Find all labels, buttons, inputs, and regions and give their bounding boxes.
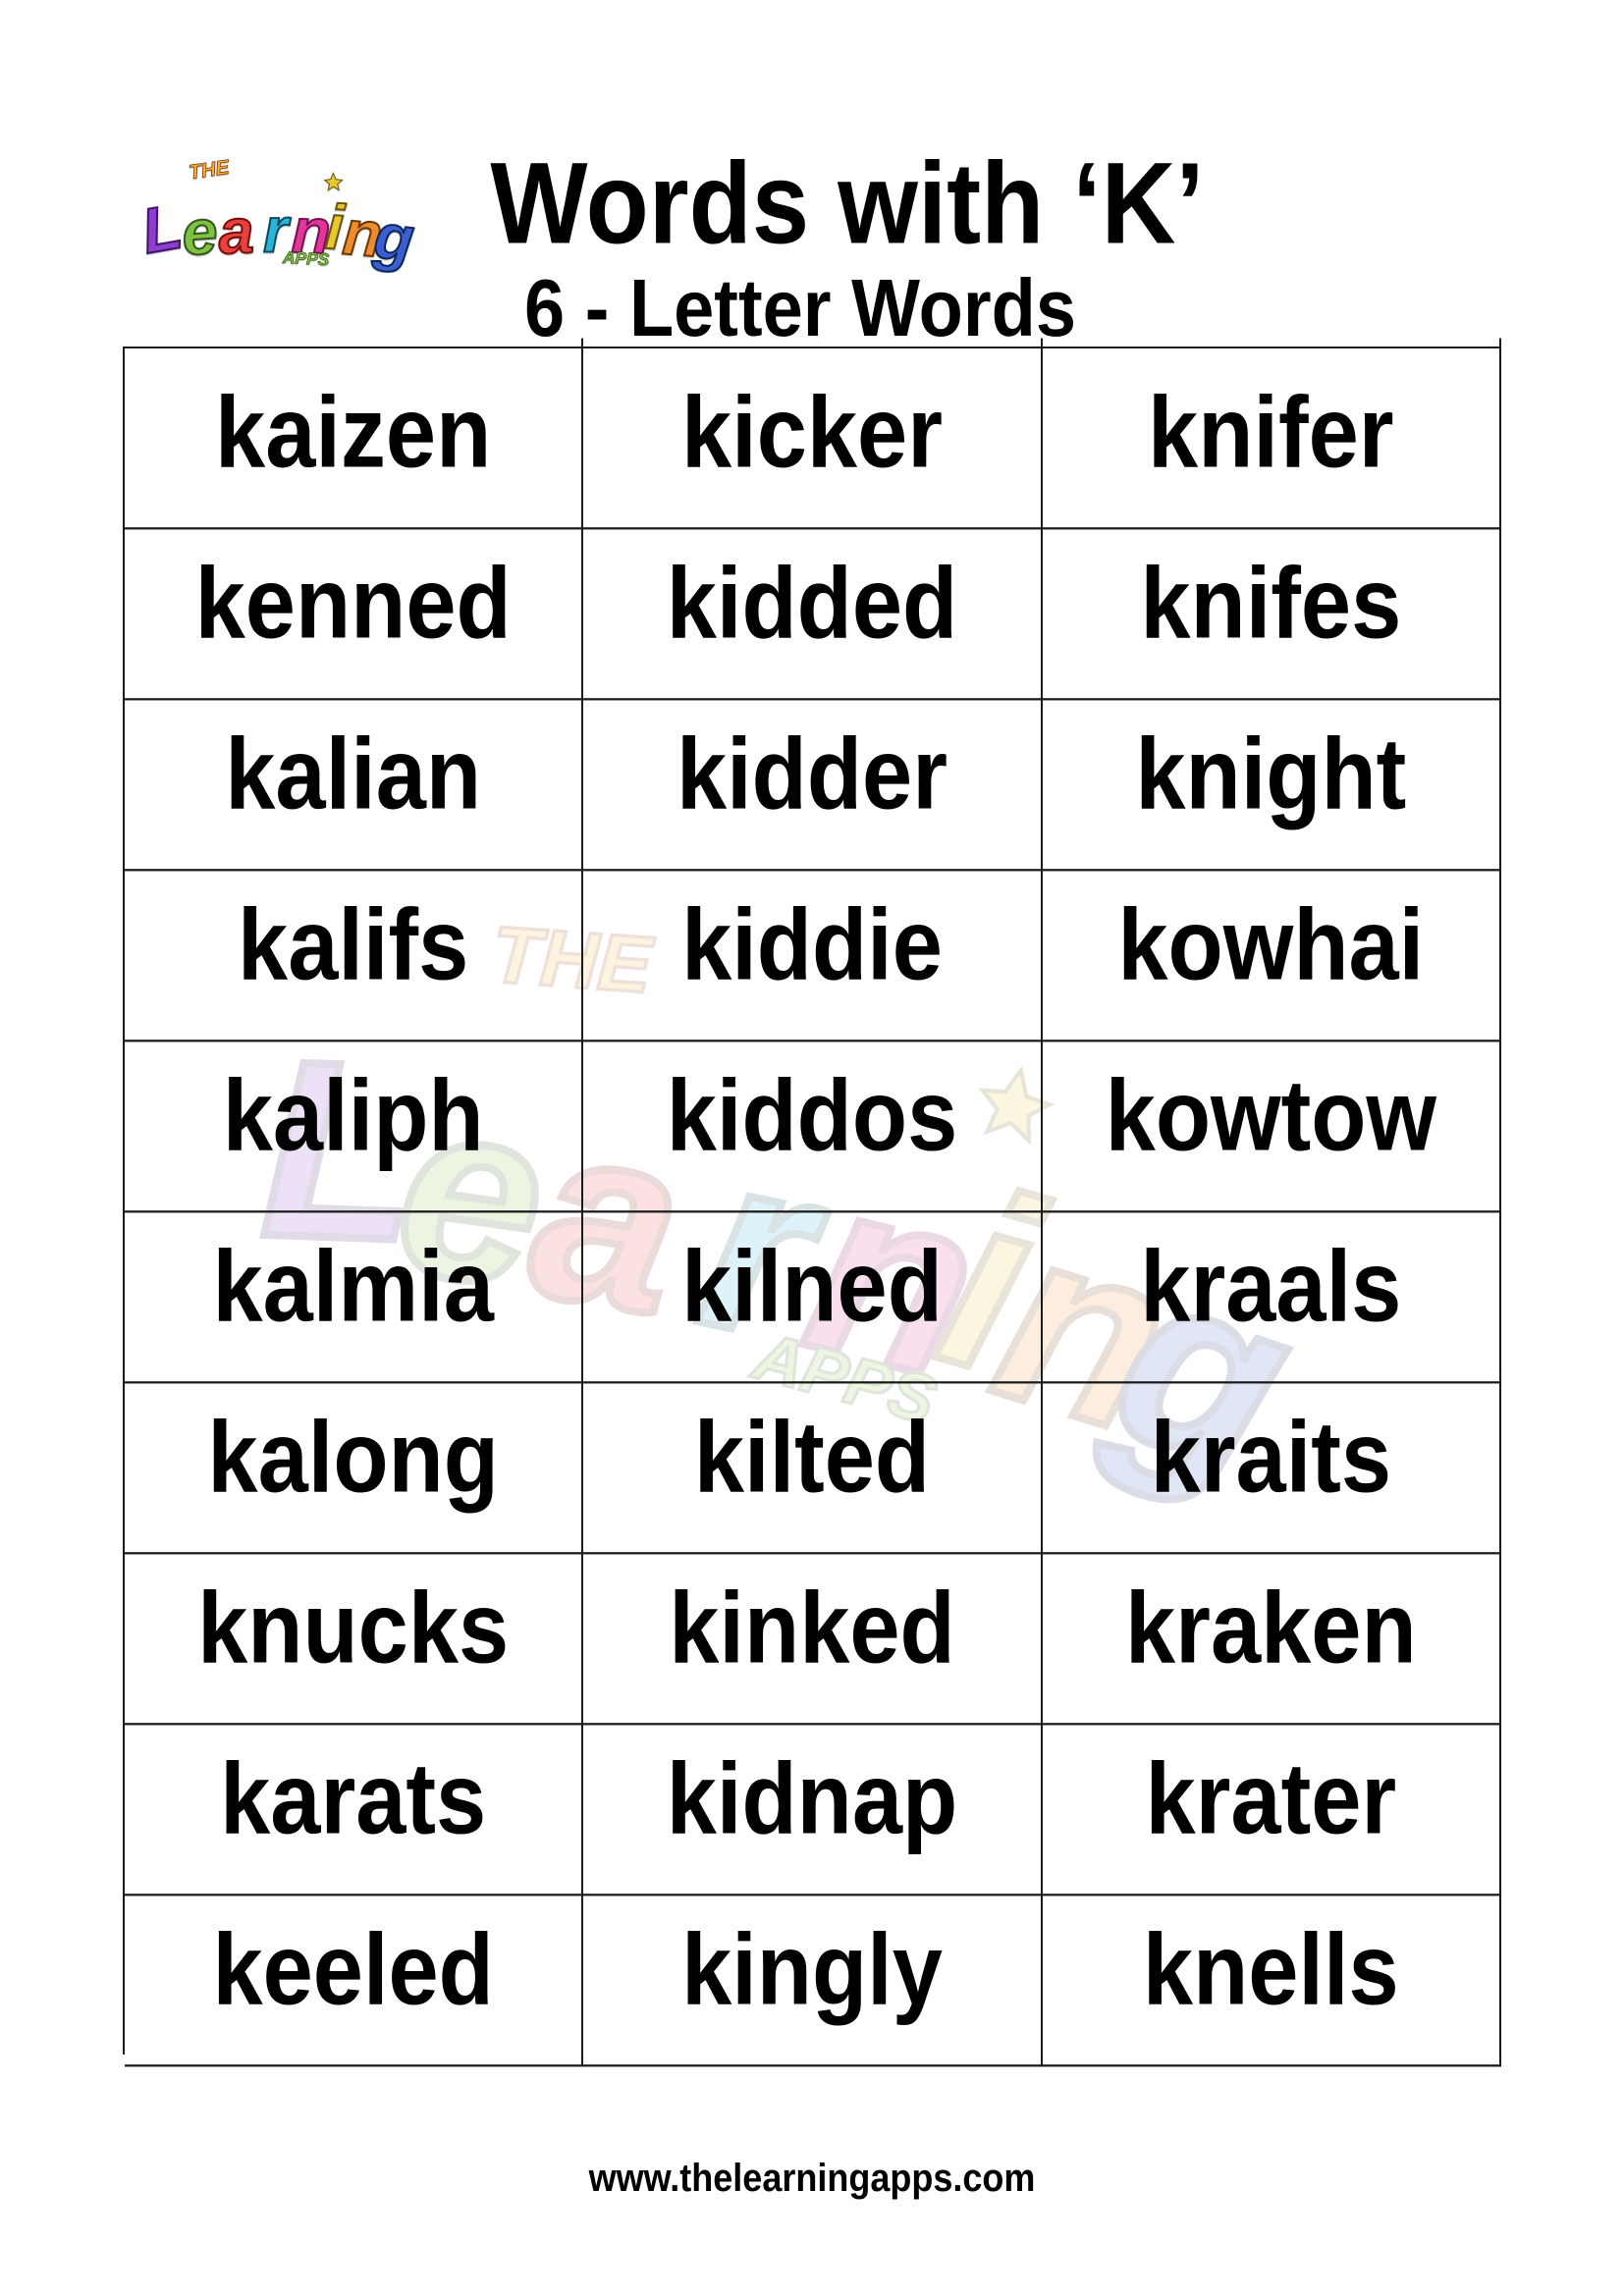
svg-text:a: a: [217, 195, 254, 267]
svg-text:e: e: [180, 196, 220, 269]
svg-text:APPS: APPS: [282, 247, 331, 270]
svg-text:THE: THE: [188, 156, 232, 185]
